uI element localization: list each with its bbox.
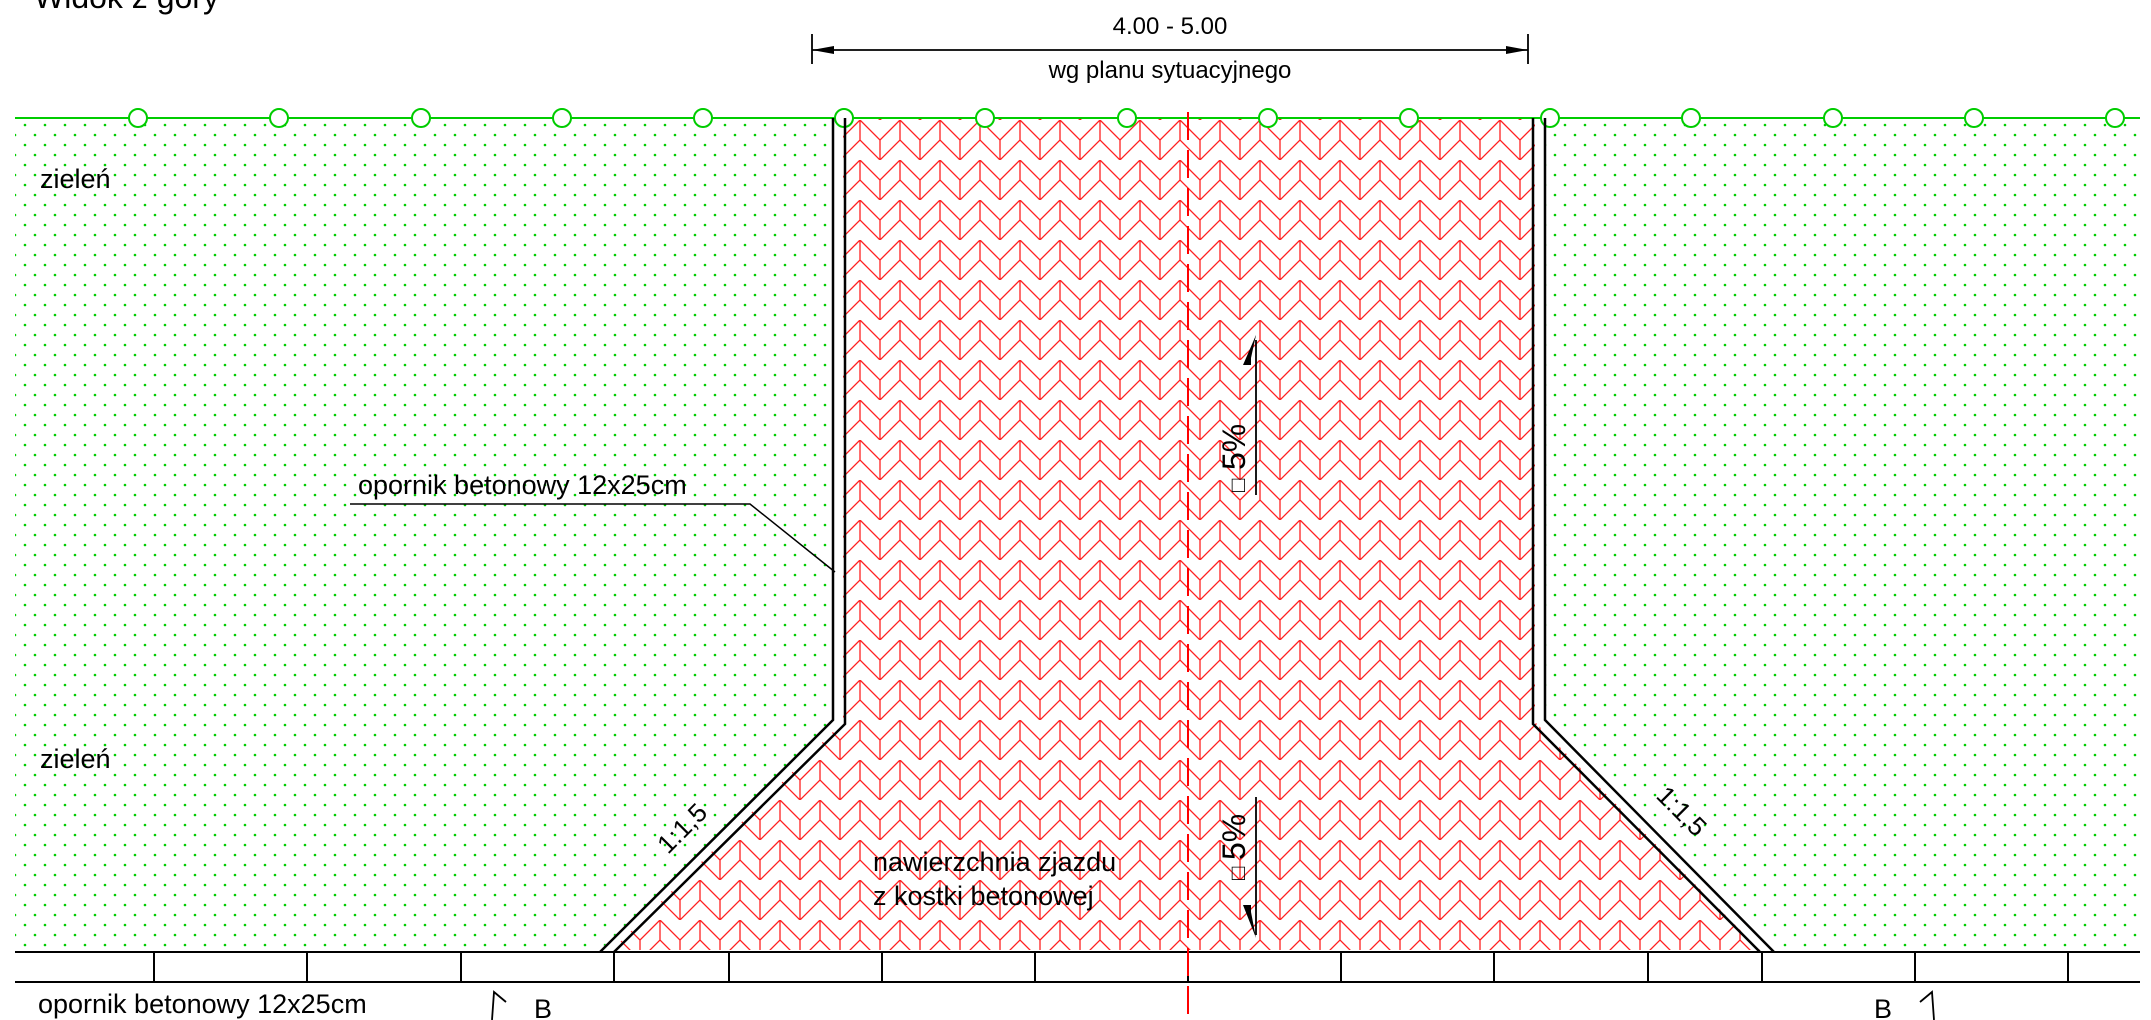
section-label-right: B	[1874, 994, 1892, 1020]
curb-left	[599, 118, 847, 953]
grade-symbol-upper: □	[1225, 479, 1250, 492]
curb-leader-label: opornik betonowy 12x25cm	[358, 470, 687, 500]
greenery-label-top: zieleń	[40, 164, 111, 194]
driveway-paving-area	[612, 118, 1760, 950]
greenery-area-left	[15, 118, 833, 950]
greenery-label-bottom: zieleń	[40, 744, 111, 774]
curb-bottom-label: opornik betonowy 12x25cm	[38, 989, 367, 1019]
grade-label-lower: 5%	[1216, 814, 1252, 860]
section-label-left: B	[534, 994, 552, 1020]
dimension-value: 4.00 - 5.00	[1113, 13, 1228, 40]
grade-label-upper: 5%	[1216, 424, 1252, 470]
drawing-title: Widok z góry	[34, 0, 219, 15]
dimension-note: wg planu sytuacyjnego	[1048, 57, 1292, 84]
section-marker-right	[1919, 990, 1935, 1020]
curb-leader-line	[350, 503, 836, 573]
grade-symbol-lower: □	[1225, 867, 1250, 880]
curb-strip-bottom	[15, 951, 2140, 983]
grade-arrow-upper	[1243, 335, 1257, 495]
grade-arrow-lower	[1243, 797, 1257, 938]
surface-label-line2: z kostki betonowej	[873, 881, 1094, 911]
dimension-line	[811, 34, 1529, 64]
boundary-line-top	[15, 108, 2140, 128]
curb-right	[1531, 118, 1775, 953]
section-marker-left	[491, 990, 507, 1020]
greenery-area-right	[1546, 118, 2140, 950]
surface-label-line1: nawierzchnia zjazdu	[873, 847, 1116, 877]
